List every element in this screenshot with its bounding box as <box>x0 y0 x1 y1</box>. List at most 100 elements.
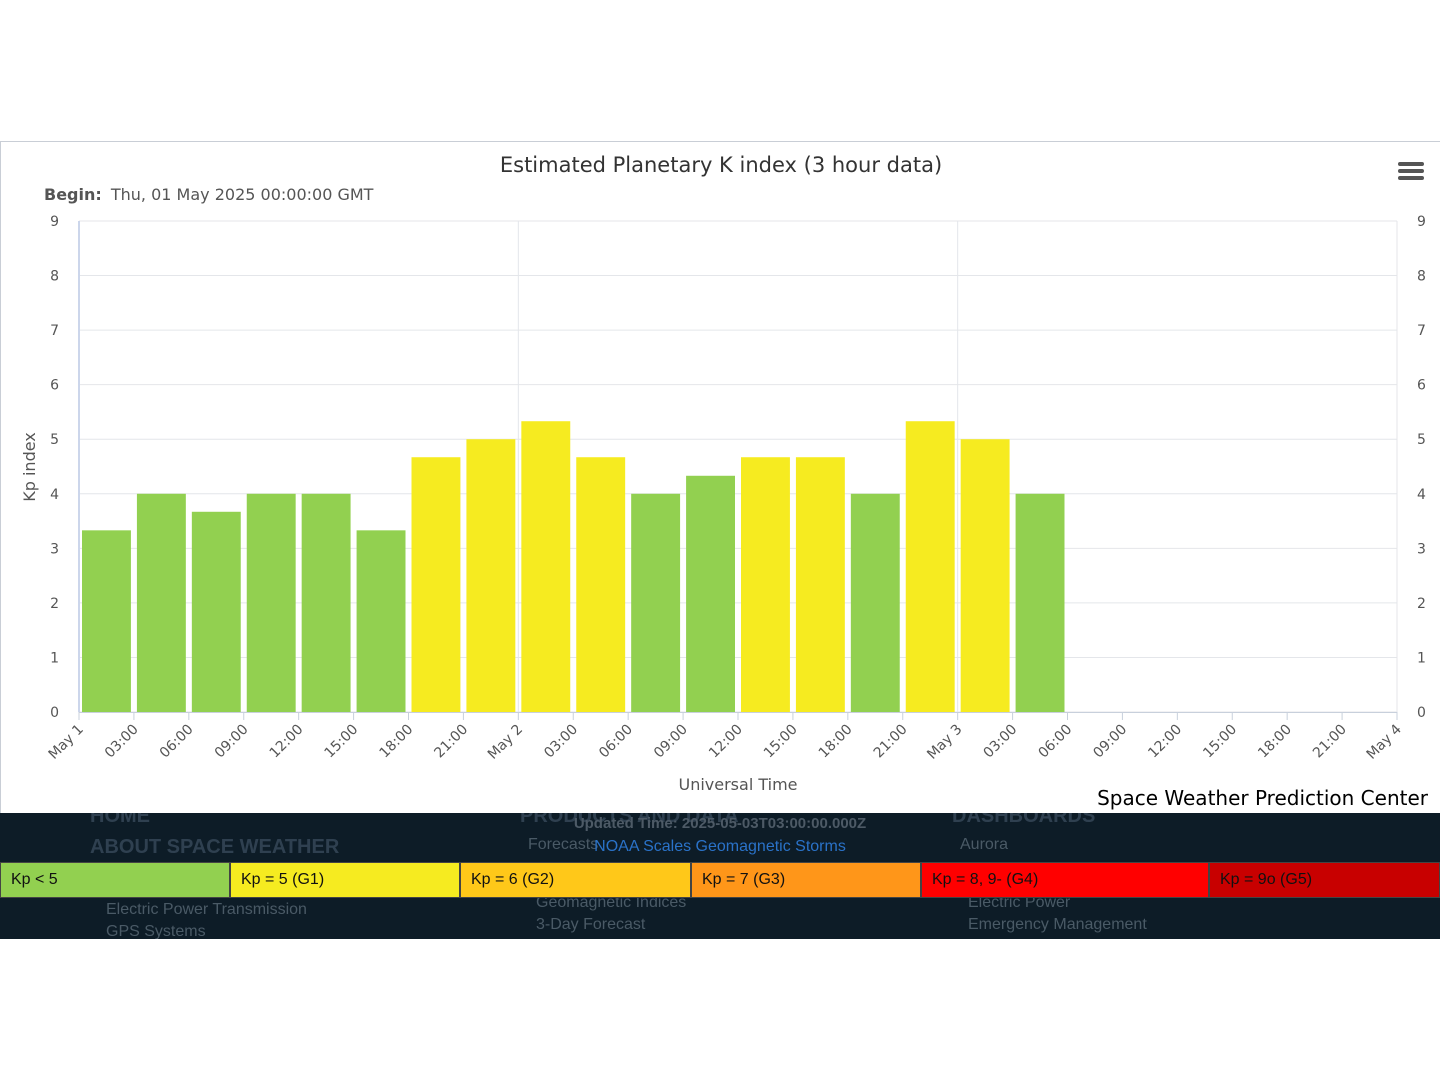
kp-bar[interactable] <box>850 493 900 712</box>
x-tick-label: 18:00 <box>376 722 416 762</box>
y-tick-label-left: 1 <box>50 650 59 666</box>
y-tick-label-right: 9 <box>1417 214 1426 230</box>
y-tick-label-left: 4 <box>50 487 59 503</box>
kp-bar[interactable] <box>466 439 516 712</box>
y-tick-label-right: 0 <box>1417 705 1426 721</box>
kp-bar[interactable] <box>411 457 461 712</box>
page-footer-background: HOME ABOUT SPACE WEATHER Electric Power … <box>0 813 1440 939</box>
updated-time: Updated Time: 2025-05-03T03:00:00.000Z <box>573 815 867 832</box>
x-tick-label: 18:00 <box>1255 722 1295 762</box>
subtitle-value: Thu, 01 May 2025 00:00:00 GMT <box>110 185 374 204</box>
x-axis-label: Universal Time <box>678 775 797 794</box>
y-tick-label-right: 5 <box>1417 432 1426 448</box>
y-tick-label-right: 7 <box>1417 323 1426 339</box>
kp-bar[interactable] <box>741 457 790 712</box>
legend-item: Kp = 7 (G3) <box>691 862 921 898</box>
x-tick-label: May 4 <box>1364 721 1405 762</box>
kp-bar[interactable] <box>795 457 845 712</box>
x-tick-label: 15:00 <box>1200 722 1240 762</box>
kp-bar[interactable] <box>631 493 681 712</box>
kp-bar[interactable] <box>191 511 241 712</box>
nav-item[interactable]: Electric Power Transmission <box>106 901 307 918</box>
kp-bar[interactable] <box>686 475 735 712</box>
y-tick-label-left: 3 <box>50 541 59 557</box>
kp-chart: 0 0 1 1 2 2 3 3 4 4 5 5 6 6 7 7 8 8 9 9 May 1 03:00 06:00 09:00… <box>0 141 1440 813</box>
kp-bar[interactable] <box>246 493 296 712</box>
y-tick-label-right: 3 <box>1417 541 1426 557</box>
y-tick-label-left: 2 <box>50 596 59 612</box>
x-tick-label: 12:00 <box>706 722 746 762</box>
subtitle-label: Begin: <box>44 185 102 204</box>
y-tick-label-left: 0 <box>50 705 59 721</box>
nav-about-link[interactable]: ABOUT SPACE WEATHER <box>90 836 340 858</box>
x-tick-label: 06:00 <box>596 722 636 762</box>
nav-item[interactable]: Electric Power <box>968 894 1071 911</box>
x-tick-label: 12:00 <box>1145 722 1185 762</box>
y-tick-label-right: 6 <box>1417 378 1426 394</box>
footer-column-3: DASHBOARDS Aurora Electric Power Emergen… <box>952 813 1147 934</box>
x-tick-label: 03:00 <box>102 722 142 762</box>
chart-title: Estimated Planetary K index (3 hour data… <box>500 153 942 177</box>
x-tick-label: 03:00 <box>541 722 581 762</box>
nav-item[interactable]: Emergency Management <box>968 916 1147 933</box>
nav-item[interactable]: Forecasts <box>528 836 599 853</box>
x-tick-label: 21:00 <box>431 722 471 762</box>
x-tick-label: May 1 <box>46 722 87 763</box>
x-tick-label: 09:00 <box>651 722 691 762</box>
y-tick-label-left: 5 <box>50 432 59 448</box>
x-tick-label: 15:00 <box>761 722 801 762</box>
kp-bar[interactable] <box>905 421 955 712</box>
x-tick-label: 21:00 <box>1310 722 1350 762</box>
chart-menu-icon[interactable] <box>1398 162 1424 184</box>
nav-dashboards-link[interactable]: DASHBOARDS <box>952 813 1096 827</box>
chart-credit: Space Weather Prediction Center <box>1097 786 1428 810</box>
footer-column-1: HOME ABOUT SPACE WEATHER Electric Power … <box>90 813 339 939</box>
x-tick-label: May 3 <box>924 722 965 763</box>
kp-color-legend: Kp < 5 Kp = 5 (G1) Kp = 6 (G2) Kp = 7 (G3) K… <box>0 862 1440 898</box>
kp-bar[interactable] <box>521 421 571 712</box>
y-tick-label-left: 8 <box>50 269 59 285</box>
nav-item[interactable]: GPS Systems <box>106 923 206 939</box>
legend-item: Kp = 8, 9- (G4) <box>921 862 1209 898</box>
x-tick-label: 15:00 <box>322 722 362 762</box>
y-tick-label-right: 2 <box>1417 596 1426 612</box>
y-tick-label-right: 8 <box>1417 269 1426 285</box>
nav-item[interactable]: Geomagnetic Indices <box>536 894 687 911</box>
kp-bar[interactable] <box>576 457 626 712</box>
chart-subtitle: Begin: Thu, 01 May 2025 00:00:00 GMT <box>44 185 374 204</box>
x-tick-label: May 2 <box>485 722 526 763</box>
kp-bar[interactable] <box>960 439 1010 712</box>
y-tick-label-left: 9 <box>50 214 59 230</box>
kp-bar[interactable] <box>82 530 131 712</box>
kp-bar[interactable] <box>1015 493 1065 712</box>
menu-bar <box>1398 162 1424 166</box>
footer-column-2: PRODUCTS AND DATA Forecasts Geomagnetic … <box>520 813 739 934</box>
menu-bar <box>1398 176 1424 180</box>
menu-bar <box>1398 169 1424 173</box>
legend-item: Kp < 5 <box>0 862 230 898</box>
nav-item[interactable]: Aurora <box>960 836 1009 853</box>
kp-bar[interactable] <box>356 530 406 712</box>
x-tick-label: 06:00 <box>157 722 197 762</box>
y-tick-label-right: 1 <box>1417 650 1426 666</box>
y-axis-label: Kp index <box>20 432 39 502</box>
y-tick-label-left: 6 <box>50 378 59 394</box>
legend-item: Kp = 9o (G5) <box>1209 862 1440 898</box>
x-tick-label: 09:00 <box>1090 722 1130 762</box>
nav-products-link[interactable]: PRODUCTS AND DATA <box>520 813 739 827</box>
x-tick-label: 09:00 <box>212 722 252 762</box>
nav-home-link[interactable]: HOME <box>90 813 150 827</box>
legend-item: Kp = 5 (G1) <box>230 862 460 898</box>
kp-bar[interactable] <box>301 493 351 712</box>
y-tick-label-left: 7 <box>50 323 59 339</box>
x-tick-label: 06:00 <box>1035 722 1075 762</box>
kp-bar[interactable] <box>136 493 186 712</box>
x-tick-label: 21:00 <box>871 722 911 762</box>
x-tick-label: 18:00 <box>816 722 856 762</box>
nav-item[interactable]: 3-Day Forecast <box>536 916 646 933</box>
legend-item: Kp = 6 (G2) <box>460 862 691 898</box>
x-tick-label: 03:00 <box>981 722 1021 762</box>
kp-chart-svg: 0 0 1 1 2 2 3 3 4 4 5 5 6 6 7 7 8 8 9 9 May 1 03:00 06:00 09:00… <box>20 153 1426 794</box>
x-tick-label: 12:00 <box>267 722 307 762</box>
noaa-scales-link[interactable]: NOAA Scales Geomagnetic Storms <box>594 838 846 855</box>
